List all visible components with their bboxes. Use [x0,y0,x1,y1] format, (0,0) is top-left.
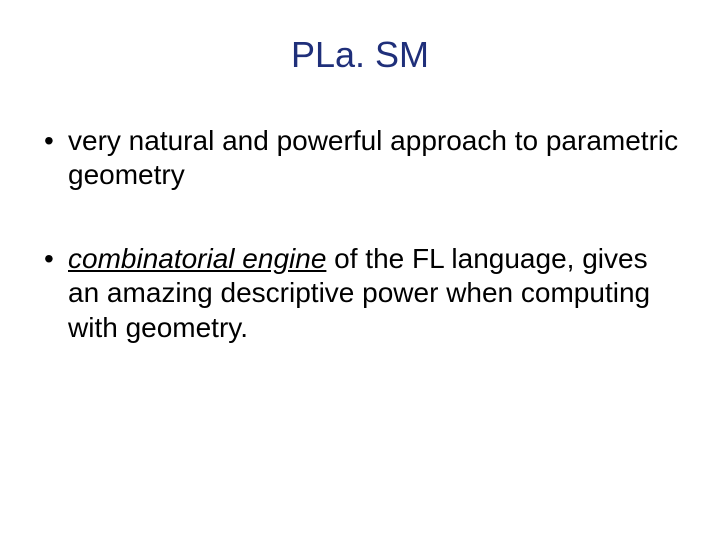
bullet-list: very natural and powerful approach to pa… [40,124,680,345]
bullet-text-emphasized: combinatorial engine [68,243,326,274]
bullet-item: combinatorial engine of the FL language,… [40,242,680,344]
bullet-item: very natural and powerful approach to pa… [40,124,680,192]
slide-container: PLa. SM very natural and powerful approa… [0,0,720,540]
bullet-text: very natural and powerful approach to pa… [68,125,678,190]
slide-title: PLa. SM [40,34,680,76]
